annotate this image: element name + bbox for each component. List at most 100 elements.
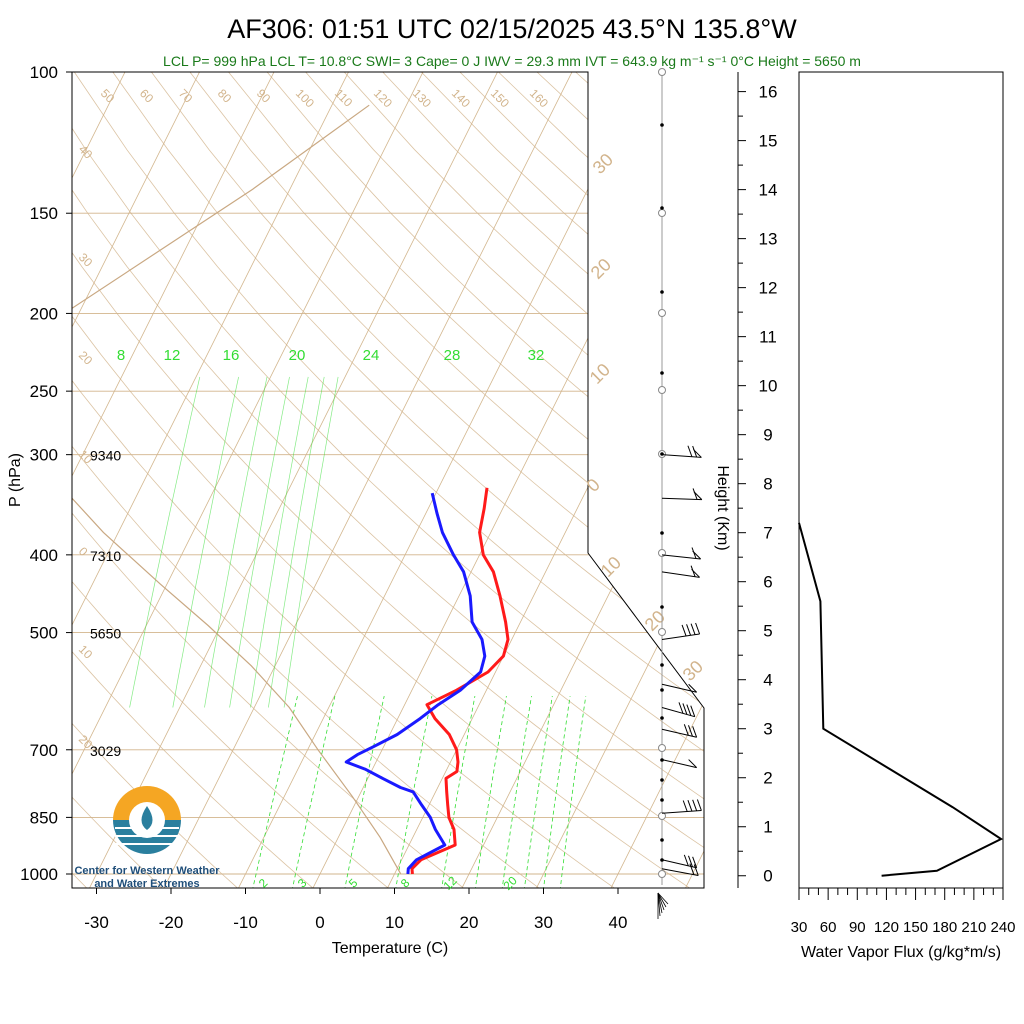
- wind-barb-shaft: [661, 707, 695, 718]
- mixing-ratio-label: 24: [363, 347, 380, 364]
- wind-barb-feather: [690, 705, 696, 717]
- wind-level-circle: [658, 68, 666, 76]
- wind-barb-flag: [693, 491, 703, 500]
- mixing-ratio-label: 28: [444, 347, 461, 364]
- dry-adiabat-label: 140: [449, 86, 473, 110]
- height-tick-label: 4: [763, 671, 772, 690]
- temperature-tick-label: -10: [233, 913, 258, 932]
- pressure-tick-label: 200: [30, 304, 58, 323]
- mixing-ratio-line: [344, 696, 385, 888]
- pseudo-adiabat-line: [268, 376, 325, 708]
- wind-level-dot: [660, 371, 664, 375]
- pseudo-adiabat-line: [229, 376, 290, 708]
- wind-barb-flag: [692, 550, 701, 560]
- wind-level-dot: [660, 798, 664, 802]
- mixing-ratio-line: [524, 696, 553, 888]
- height-label: 7310: [90, 548, 121, 564]
- height-tick-label: 1: [763, 818, 772, 837]
- height-label: 3029: [90, 743, 121, 759]
- temperature-tick-label: -30: [84, 913, 109, 932]
- wind-barb-feather: [692, 856, 698, 868]
- skewt-frame: [71, 71, 705, 889]
- x-axis-label: Temperature (C): [332, 940, 448, 957]
- dry-adiabat-label: 150: [488, 86, 512, 110]
- flux-axis-label: Water Vapor Flux (g/kg*m/s): [801, 944, 1001, 961]
- isotherm-line: [610, 701, 704, 888]
- temperature-tick-label: 10: [385, 913, 404, 932]
- mixing-ratio-label: 32: [528, 347, 545, 364]
- wind-barb-feather: [687, 799, 693, 812]
- wind-level-circle: [658, 812, 666, 820]
- dry-adiabat-line: [151, 72, 704, 617]
- wind-level-dot: [660, 778, 664, 782]
- mixing-ratio-line: [441, 696, 476, 888]
- pressure-tick-label: 250: [30, 382, 58, 401]
- height-tick-label: 16: [759, 83, 778, 102]
- wind-barb-feather: [691, 547, 697, 559]
- wind-barb-feather: [692, 726, 698, 738]
- wind-barb-feather: [681, 624, 687, 637]
- dry-adiabat-line: [72, 512, 465, 888]
- wind-barb-feather: [683, 854, 689, 867]
- pseudo-adiabat-line: [283, 376, 339, 708]
- temperature-tick-label: -20: [159, 913, 184, 932]
- flux-tick-label: 180: [932, 919, 957, 936]
- wind-barb-feather: [692, 488, 698, 500]
- wind-barb-flag: [693, 449, 702, 458]
- wind-level-circle: [658, 209, 666, 217]
- wind-barb-shaft: [661, 683, 697, 693]
- height-tick-label: 3: [763, 720, 772, 739]
- dry-adiabat-line: [72, 379, 615, 888]
- dry-adiabat-line: [72, 251, 704, 849]
- isotherm-label: 0: [76, 544, 91, 559]
- pressure-tick-label: 100: [30, 63, 58, 82]
- wind-barb-feather: [687, 445, 693, 457]
- height-tick-label: 13: [759, 230, 778, 249]
- pseudo-adiabat-line: [250, 376, 309, 708]
- height-tick-label: 11: [759, 328, 777, 347]
- wind-barb-shaft: [661, 497, 702, 501]
- height-label: 5650: [90, 626, 121, 642]
- chart-title: AF306: 01:51 UTC 02/15/2025 43.5°N 135.8…: [227, 14, 797, 44]
- dry-adiabat-line: [112, 72, 704, 661]
- flux-profile-line: [798, 522, 1004, 877]
- isotherm-line: [536, 552, 704, 888]
- dry-adiabat-line: [73, 72, 704, 706]
- wind-barb-feather: [688, 725, 693, 737]
- wind-barb-shaft: [661, 868, 699, 876]
- flux-tick-label: 60: [820, 919, 837, 936]
- wind-level-circle: [658, 309, 666, 317]
- mixing-ratio-line: [543, 696, 571, 888]
- isotherm-label: 30: [76, 250, 96, 270]
- temperature-tick-label: 30: [534, 913, 553, 932]
- dry-adiabat-line: [72, 445, 540, 888]
- wind-barb-flag: [688, 759, 697, 768]
- dry-adiabat-line: [189, 72, 704, 573]
- wind-level-circle: [658, 870, 666, 878]
- dry-adiabat-label: 160: [527, 86, 551, 110]
- dry-adiabat-label: 60: [137, 86, 157, 106]
- surface-barb: [657, 892, 669, 905]
- isotherm-label: 20: [76, 348, 96, 368]
- pressure-tick-label: 1000: [20, 865, 58, 884]
- flux-frame: [798, 71, 1004, 889]
- height-tick-label: 14: [759, 181, 778, 200]
- wind-barb-feather: [690, 565, 696, 577]
- dry-adiabat-label: 50: [98, 86, 118, 106]
- wind-barb-shaft: [661, 454, 702, 458]
- flux-tick-label: 150: [903, 919, 928, 936]
- height-tick-label: 15: [759, 132, 778, 151]
- mixing-ratio-line: [559, 696, 587, 888]
- pressure-tick-label: 850: [30, 808, 58, 827]
- wind-barb-feather: [686, 704, 692, 716]
- temperature-tick-label: 0: [315, 913, 324, 932]
- mixing-ratio-line: [475, 696, 507, 888]
- wind-barb-feather: [693, 864, 699, 876]
- wind-level-dot: [660, 290, 664, 294]
- wind-level-dot: [660, 123, 664, 127]
- mixing-ratio-line: [395, 696, 433, 888]
- dry-adiabat-line: [72, 315, 691, 888]
- wind-barb-feather: [695, 622, 701, 635]
